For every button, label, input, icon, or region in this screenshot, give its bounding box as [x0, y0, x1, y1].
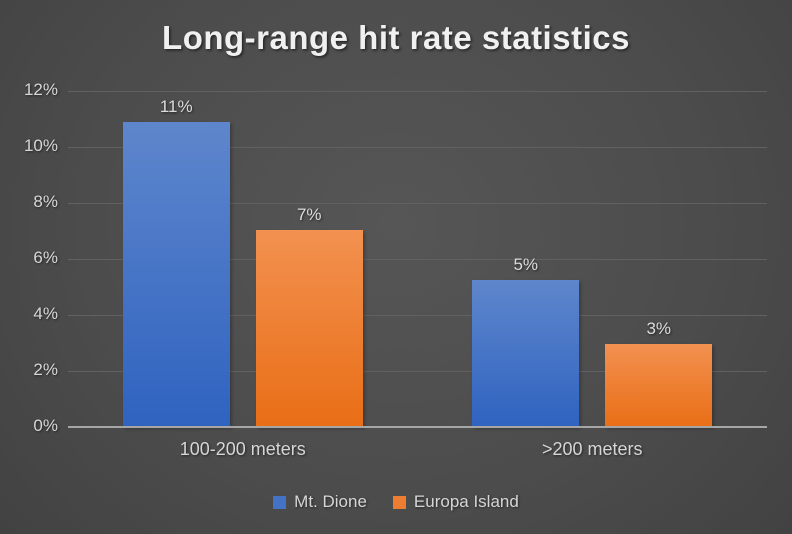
bar-value-label: 11% [159, 96, 193, 116]
x-axis-category-label: 100-200 meters [179, 439, 306, 459]
legend-swatch-icon [392, 495, 406, 509]
bar-value-label: 3% [646, 319, 672, 339]
gridline [68, 258, 767, 260]
y-axis-tick-label: 10% [23, 136, 58, 155]
y-axis-tick-label: 6% [33, 248, 58, 267]
y-axis-tick-label: 0% [33, 416, 58, 435]
legend-label: Mt. Dione [294, 492, 367, 511]
gridline [68, 314, 767, 316]
bar-value-label: 5% [513, 255, 539, 274]
gridline [68, 202, 767, 204]
gridline [68, 370, 767, 372]
legend-swatch-icon [273, 495, 287, 509]
legend-item-mt-dione: Mt. Dione [273, 492, 367, 512]
y-axis-tick-label: 12% [23, 80, 58, 99]
chart-title: Long-range hit rate statistics [162, 19, 630, 56]
bar-mt-dione [122, 121, 230, 427]
bar-mt-dione [472, 280, 580, 427]
x-axis-line [68, 426, 767, 428]
y-axis-tick-label: 2% [33, 360, 58, 379]
bar-value-label: 7% [296, 204, 322, 224]
bar-europa-island [255, 229, 363, 427]
x-axis-category-label: >200 meters [541, 439, 643, 459]
legend: Mt. Dione Europa Island [0, 492, 792, 512]
legend-item-europa-island: Europa Island [392, 492, 519, 512]
gridline [68, 90, 767, 92]
y-axis-tick-label: 8% [33, 192, 58, 211]
gridline [68, 146, 767, 148]
bar-europa-island [605, 344, 713, 427]
legend-label: Europa Island [413, 492, 519, 511]
y-axis-tick-label: 4% [33, 304, 58, 323]
